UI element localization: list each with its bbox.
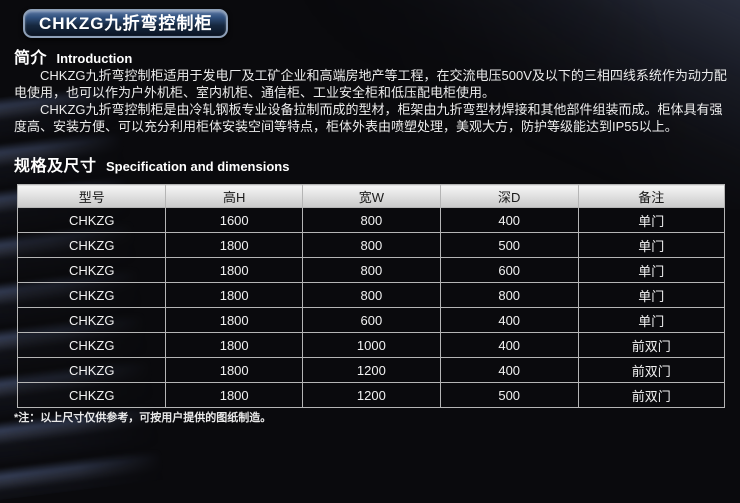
intro-paragraph: CHKZG九折弯控制柜适用于发电厂及工矿企业和高端房地产等工程，在交流电压500…	[14, 68, 727, 100]
table-cell: 前双门	[577, 332, 726, 358]
table-cell: 单门	[577, 207, 726, 233]
table-row: CHKZG 1800 800 500 单门	[16, 232, 726, 258]
table-cell: 1800	[165, 382, 303, 408]
table-cell: CHKZG	[16, 207, 167, 233]
table-cell: 1800	[165, 232, 303, 258]
table-cell: 800	[439, 282, 579, 308]
intro-paragraph: CHKZG九折弯控制柜是由冷轧钢板专业设备拉制而成的型材，柜架由九折弯型材焊接和…	[14, 102, 723, 134]
intro-heading-en: Introduction	[56, 51, 133, 66]
table-cell: 前双门	[577, 382, 726, 408]
table-cell: 前双门	[577, 357, 726, 383]
table-header-row: 型号 高H 宽W 深D 备注	[16, 184, 726, 208]
table-cell: 400	[439, 332, 579, 358]
spec-table: 型号 高H 宽W 深D 备注 CHKZG 1600 800 400 单门 CHKZG 1800 800…	[16, 184, 726, 408]
intro-heading: 简介 Introduction	[14, 44, 132, 68]
table-header-cell: 深D	[439, 184, 579, 208]
table-header-cell: 型号	[16, 184, 167, 208]
table-row: CHKZG 1800 800 800 单门	[16, 282, 726, 308]
intro-heading-zh: 简介	[14, 50, 48, 67]
footnote: *注：以上尺寸仅供参考，可按用户提供的图纸制造。	[14, 412, 272, 424]
table-cell: CHKZG	[16, 257, 167, 283]
table-cell: CHKZG	[16, 357, 167, 383]
table-cell: 800	[301, 232, 441, 258]
table-cell: 800	[301, 207, 441, 233]
table-cell: 单门	[577, 257, 726, 283]
table-header-cell: 宽W	[301, 184, 441, 208]
table-cell: 单门	[577, 282, 726, 308]
spec-heading: 规格及尺寸 Specification and dimensions	[14, 152, 289, 176]
table-cell: 400	[439, 207, 579, 233]
table-cell: 500	[439, 382, 579, 408]
table-row: CHKZG 1800 1200 400 前双门	[16, 357, 726, 383]
table-cell: 600	[301, 307, 441, 333]
spec-heading-en: Specification and dimensions	[105, 159, 290, 174]
table-row: CHKZG 1800 800 600 单门	[16, 257, 726, 283]
table-cell: CHKZG	[16, 332, 167, 358]
table-cell: CHKZG	[16, 382, 167, 408]
title-banner: CHKZG九折弯控制柜	[23, 9, 229, 38]
table-cell: 1800	[165, 282, 303, 308]
table-cell: 单门	[577, 307, 726, 333]
table-cell: CHKZG	[16, 232, 167, 258]
table-cell: 400	[439, 357, 579, 383]
table-row: CHKZG 1800 1200 500 前双门	[16, 382, 726, 408]
table-cell: CHKZG	[16, 282, 167, 308]
table-cell: 1600	[165, 207, 303, 233]
table-row: CHKZG 1600 800 400 单门	[16, 207, 726, 233]
table-cell: 800	[301, 257, 441, 283]
table-cell: 1200	[301, 382, 441, 408]
table-cell: 500	[439, 232, 579, 258]
table-cell: 1200	[301, 357, 441, 383]
table-cell: 1800	[165, 332, 303, 358]
table-header-cell: 备注	[577, 184, 726, 208]
table-cell: 600	[439, 257, 579, 283]
table-cell: 1800	[165, 307, 303, 333]
table-cell: 400	[439, 307, 579, 333]
table-cell: 800	[301, 282, 441, 308]
spec-heading-zh: 规格及尺寸	[14, 158, 97, 175]
table-header-cell: 高H	[165, 184, 303, 208]
table-cell: 1800	[165, 357, 303, 383]
page-title: CHKZG九折弯控制柜	[39, 14, 213, 33]
table-row: CHKZG 1800 600 400 单门	[16, 307, 726, 333]
table-cell: 1000	[301, 332, 441, 358]
table-row: CHKZG 1800 1000 400 前双门	[16, 332, 726, 358]
intro-paragraphs: CHKZG九折弯控制柜适用于发电厂及工矿企业和高端房地产等工程，在交流电压500…	[14, 67, 728, 135]
spec-table-body: CHKZG 1600 800 400 单门 CHKZG 1800 800 500 单门 CHKZG 1…	[16, 207, 726, 408]
table-cell: 单门	[577, 232, 726, 258]
table-cell: 1800	[165, 257, 303, 283]
table-cell: CHKZG	[16, 307, 167, 333]
